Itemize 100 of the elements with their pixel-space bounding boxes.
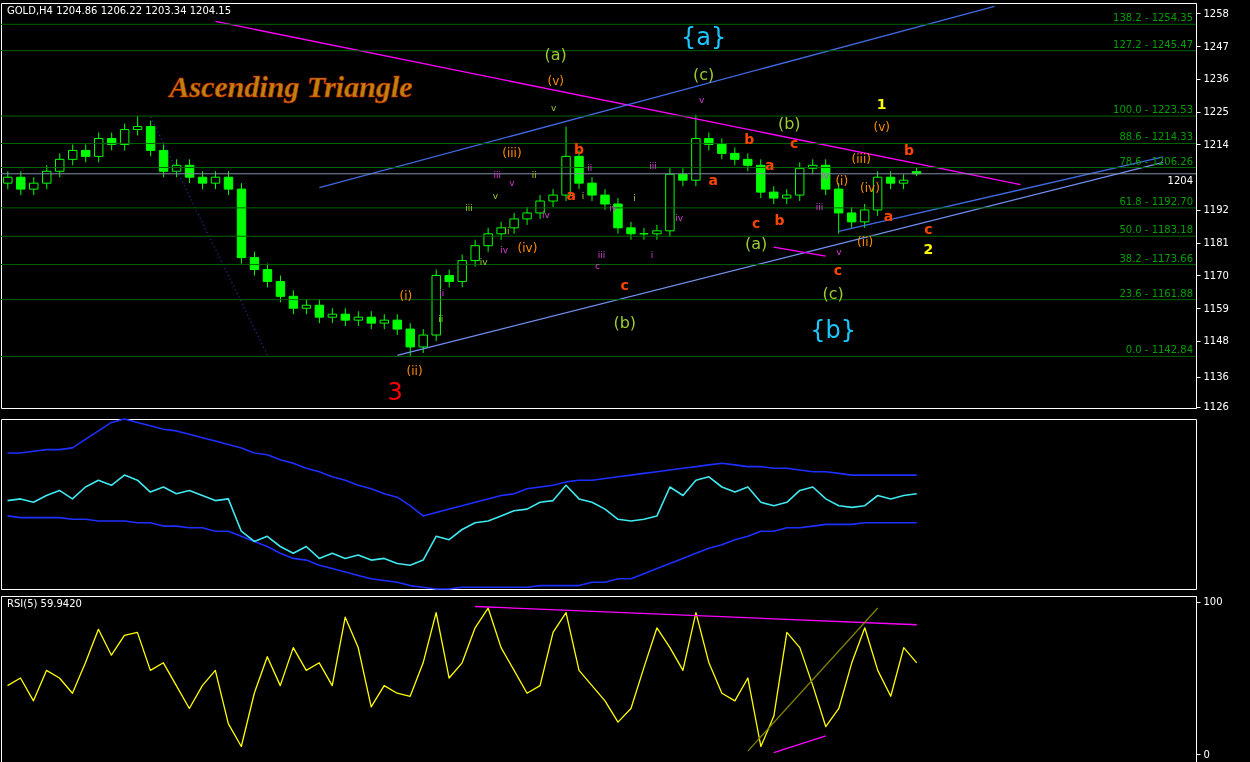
annotation: 23.6 - 1161.88 <box>1119 287 1193 299</box>
candlestick <box>158 143 169 178</box>
annotation: 38.2 - 1173.66 <box>1119 252 1193 264</box>
annotation: (v) <box>873 120 890 134</box>
annotation: i <box>650 250 654 260</box>
annotation: (ii) <box>857 235 874 249</box>
candlestick <box>652 224 662 241</box>
candlestick <box>55 152 65 178</box>
line-series <box>6 607 918 748</box>
y-tick-label: 100 <box>1203 596 1223 608</box>
y-tick-label: 1192 <box>1203 204 1229 216</box>
candlestick <box>548 188 558 208</box>
y-tick-label: 1225 <box>1203 106 1229 118</box>
y-tick-label: 1258 <box>1203 7 1229 19</box>
annotation: ii <box>504 226 510 236</box>
annotation: 100.0 - 1223.53 <box>1113 104 1193 116</box>
annotation: c <box>751 215 761 231</box>
annotation: 2 <box>923 241 934 257</box>
candlestick <box>93 132 104 163</box>
annotation: (b) <box>613 313 637 332</box>
y-tick-label: 0 <box>1203 748 1210 760</box>
y-tick-label: 1159 <box>1203 302 1229 314</box>
annotation: (v) <box>547 74 564 88</box>
annotation: 3 <box>387 378 403 406</box>
annotation: c <box>595 261 601 271</box>
annotation: v <box>509 178 516 188</box>
candlestick <box>132 115 143 137</box>
candlestick <box>119 123 130 151</box>
annotation: (iii) <box>851 152 871 166</box>
annotation: iv <box>609 203 618 213</box>
annotation: a <box>883 208 894 224</box>
candlestick <box>587 176 597 202</box>
annotation: iv <box>542 210 551 220</box>
annotation: iii <box>597 250 606 260</box>
annotation: iv <box>675 213 684 223</box>
annotation: ii <box>531 170 537 180</box>
annotation: 88.6 - 1214.33 <box>1119 131 1193 143</box>
candlestick <box>859 203 870 229</box>
candlestick <box>496 221 506 241</box>
annotation: (iv) <box>517 241 538 255</box>
annotation: iv <box>479 257 489 267</box>
annotation: 0.0 - 1142.84 <box>1125 344 1193 356</box>
annotation: 50.0 - 1183.18 <box>1119 224 1193 236</box>
annotation: ii <box>439 288 445 298</box>
annotation: iv <box>500 245 509 255</box>
annotation: (c) <box>822 284 844 303</box>
annotation: v <box>492 191 499 201</box>
candlestick <box>626 221 636 241</box>
annotation: i <box>581 191 585 201</box>
annotation: b <box>744 131 755 147</box>
y-tick-label: 1236 <box>1203 73 1229 85</box>
annotation: {a} <box>680 23 727 51</box>
candlestick <box>42 164 52 190</box>
annotation: (c) <box>692 65 715 84</box>
annotation: Ascending Triangle <box>167 70 413 103</box>
annotation: iii <box>649 161 657 171</box>
ref-line-label: 1204 <box>1167 174 1193 186</box>
annotation: 61.8 - 1192.70 <box>1119 195 1193 207</box>
annotation: iii <box>465 203 473 213</box>
candlestick <box>275 274 286 303</box>
y-tick-label: 1126 <box>1203 401 1229 413</box>
annotation: v <box>836 247 843 257</box>
y-tick-label: 1148 <box>1203 335 1229 347</box>
candlestick <box>418 328 428 354</box>
candlestick <box>392 313 402 336</box>
annotation: iii <box>815 202 824 212</box>
candlestick <box>223 170 234 196</box>
y-tick-label: 1136 <box>1203 371 1229 383</box>
annotation: (iii) <box>502 146 522 160</box>
candlestick <box>262 263 273 288</box>
candlestick <box>145 120 156 157</box>
annotation: ii <box>438 314 444 324</box>
candlestick <box>678 167 688 187</box>
candlestick <box>68 143 78 166</box>
annotation: 1 <box>876 96 887 112</box>
candlestick <box>509 212 519 235</box>
candlestick <box>600 188 610 211</box>
annotation: 138.2 - 1254.35 <box>1113 12 1193 24</box>
y-tick-label: 1170 <box>1203 269 1229 281</box>
candlestick <box>405 322 415 357</box>
annotation: (a) <box>745 234 768 253</box>
annotation: (i) <box>399 289 413 303</box>
y-tick-label: 1247 <box>1203 40 1229 52</box>
annotation: b <box>574 141 585 157</box>
y-tick-label: 1214 <box>1203 138 1229 150</box>
annotation: a <box>566 187 576 203</box>
chart-title: GOLD,H4 1204.86 1206.22 1203.34 1204.15 <box>7 5 232 16</box>
annotation: (i) <box>835 174 849 188</box>
annotation: a <box>708 172 719 188</box>
candlestick <box>314 298 325 324</box>
annotation: v <box>551 103 558 113</box>
annotation: c <box>789 135 799 151</box>
annotation: i <box>633 193 636 203</box>
annotation: iv <box>821 171 830 181</box>
annotation: v <box>698 95 705 105</box>
annotation: c <box>620 277 629 293</box>
candlestick <box>16 170 26 196</box>
annotation: a <box>765 157 775 173</box>
chart-title: RSI(5) 59.9420 <box>7 598 82 609</box>
candlestick <box>470 239 480 268</box>
